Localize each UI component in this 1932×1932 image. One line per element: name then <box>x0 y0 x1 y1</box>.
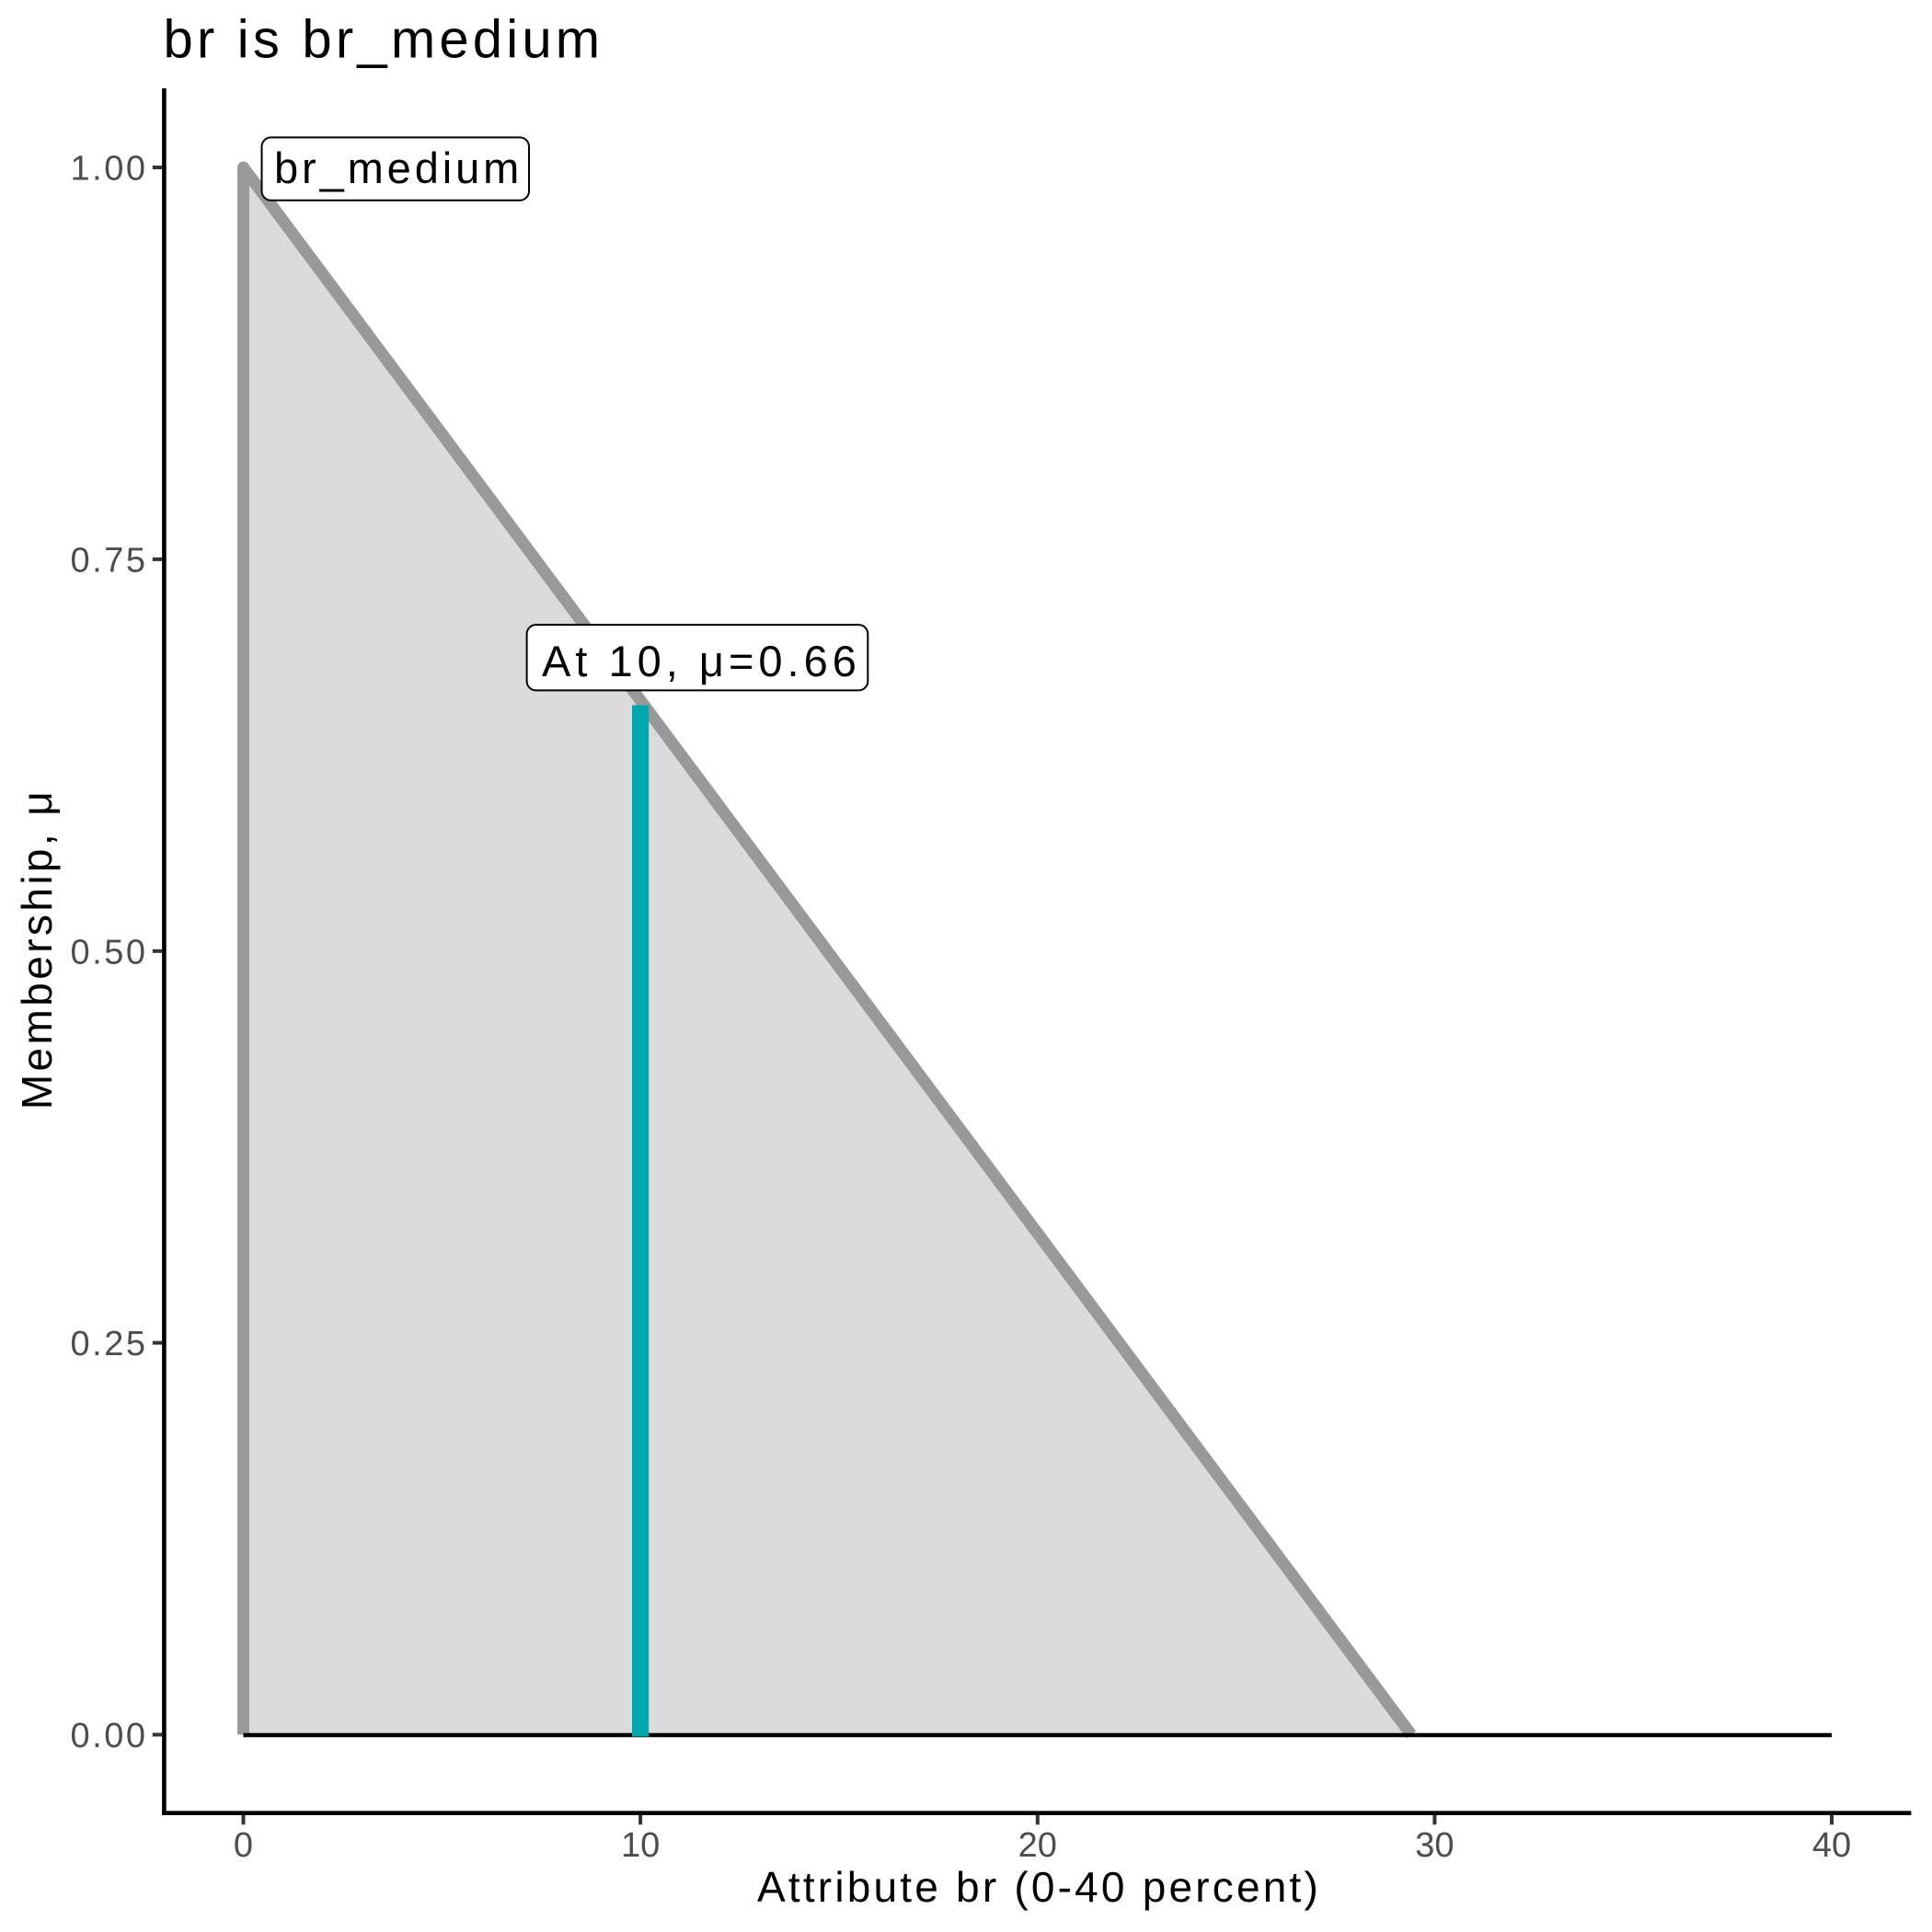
svg-text:At 10, μ=0.66: At 10, μ=0.66 <box>542 637 861 685</box>
svg-text:40: 40 <box>1812 1826 1851 1865</box>
svg-text:20: 20 <box>1018 1826 1057 1865</box>
svg-text:1.00: 1.00 <box>71 150 148 189</box>
svg-text:0.50: 0.50 <box>71 933 148 972</box>
svg-text:0.00: 0.00 <box>71 1717 148 1755</box>
svg-text:0.25: 0.25 <box>71 1325 148 1363</box>
svg-text:0: 0 <box>234 1826 253 1865</box>
svg-text:Attribute br (0-40 percent): Attribute br (0-40 percent) <box>757 1863 1321 1911</box>
svg-text:br_medium: br_medium <box>274 144 523 192</box>
svg-text:30: 30 <box>1415 1826 1454 1865</box>
svg-text:Membership, μ: Membership, μ <box>13 788 61 1110</box>
svg-text:0.75: 0.75 <box>71 541 148 580</box>
svg-text:br is br_medium: br is br_medium <box>164 10 604 70</box>
svg-text:10: 10 <box>621 1826 660 1865</box>
